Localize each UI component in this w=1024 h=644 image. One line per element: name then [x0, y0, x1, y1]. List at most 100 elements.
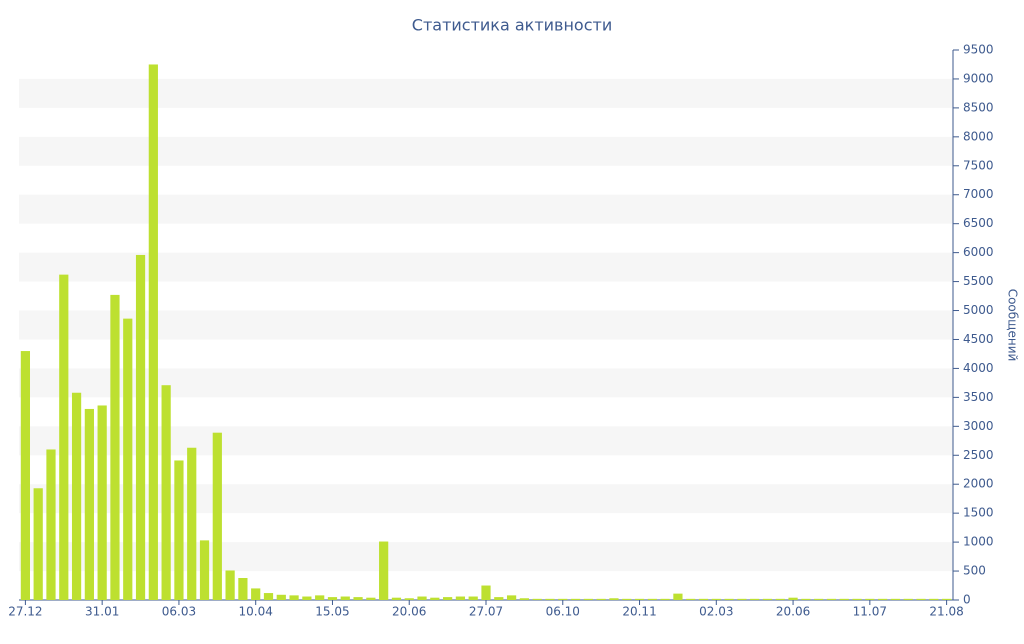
bar — [110, 294, 120, 600]
x-tick-label: 27.12 — [8, 605, 42, 619]
bar — [468, 596, 478, 600]
grid-band — [19, 136, 953, 166]
bar — [570, 598, 581, 600]
bar — [711, 598, 721, 600]
bar — [366, 597, 376, 600]
y-tick-label: 1500 — [963, 506, 994, 520]
bar — [801, 598, 811, 600]
y-tick-label: 4500 — [963, 332, 994, 346]
bar — [788, 597, 798, 600]
x-tick-label: 21.08 — [929, 605, 963, 619]
x-tick-label: 20.06 — [776, 605, 810, 619]
x-tick-label: 20.11 — [622, 605, 656, 619]
bar — [251, 588, 261, 600]
bar — [417, 596, 427, 600]
bar — [826, 598, 837, 600]
bar — [71, 392, 82, 600]
bar — [941, 598, 952, 600]
y-tick-label: 8000 — [963, 129, 994, 143]
bar — [84, 408, 94, 600]
bar — [737, 598, 747, 600]
bar — [545, 598, 555, 600]
bar — [212, 432, 222, 600]
bar — [903, 598, 913, 600]
bar — [443, 597, 453, 600]
grid-band — [19, 426, 953, 456]
bar — [673, 593, 683, 600]
y-tick-label: 5500 — [963, 274, 994, 288]
bar — [622, 598, 632, 600]
bar — [506, 595, 517, 600]
bar — [148, 64, 158, 600]
bar — [97, 405, 107, 600]
y-tick-label: 500 — [963, 564, 986, 578]
bar — [225, 570, 235, 600]
x-tick-label: 15.05 — [315, 605, 349, 619]
bar — [379, 541, 389, 600]
y-tick-label: 6000 — [963, 245, 994, 259]
bar — [878, 598, 888, 600]
bar — [481, 585, 491, 600]
x-tick-label: 11.07 — [853, 605, 887, 619]
bar — [724, 598, 734, 600]
grid-band — [19, 78, 953, 108]
x-tick-label: 06.03 — [162, 605, 196, 619]
y-axis-title: Сообщений — [1006, 289, 1020, 362]
x-tick-label: 02.03 — [699, 605, 733, 619]
y-tick-label: 5000 — [963, 303, 994, 317]
bar — [276, 594, 286, 600]
x-tick-label: 10.04 — [239, 605, 273, 619]
bar — [647, 598, 657, 600]
bar — [494, 597, 504, 600]
y-tick-label: 9500 — [963, 43, 994, 57]
bar — [161, 385, 171, 600]
bar — [327, 597, 338, 600]
chart-title: Статистика активности — [412, 16, 612, 35]
bar — [174, 460, 184, 600]
x-tick-label: 31.01 — [85, 605, 119, 619]
bar — [865, 598, 875, 600]
bar — [187, 447, 197, 600]
bar — [302, 596, 312, 600]
y-tick-label: 3000 — [963, 419, 994, 433]
bar — [596, 598, 606, 600]
bar — [583, 598, 593, 600]
bar — [814, 598, 824, 600]
grid-band — [19, 368, 953, 398]
bar — [289, 595, 299, 600]
y-tick-label: 7500 — [963, 158, 994, 172]
bar — [852, 598, 862, 600]
bar — [430, 597, 440, 600]
bar — [890, 598, 901, 600]
bar — [686, 598, 696, 600]
bar — [634, 598, 645, 600]
bar — [750, 598, 760, 600]
grid-band — [19, 542, 953, 572]
bar — [20, 351, 31, 600]
bar — [135, 254, 146, 600]
x-tick-label: 06.10 — [546, 605, 580, 619]
x-tick-label: 27.07 — [469, 605, 503, 619]
bar — [775, 598, 785, 600]
y-tick-label: 2500 — [963, 448, 994, 462]
bar — [929, 598, 939, 600]
bar — [916, 598, 926, 600]
grid-band — [19, 310, 953, 340]
grid-band — [19, 484, 953, 514]
bar — [353, 597, 363, 600]
y-tick-label: 2000 — [963, 477, 994, 491]
bar — [263, 593, 274, 600]
bar — [46, 449, 56, 600]
bar — [123, 318, 133, 600]
bar — [238, 578, 248, 600]
grid-band — [19, 194, 953, 224]
y-tick-label: 3500 — [963, 390, 994, 404]
bar — [455, 596, 466, 600]
bar — [609, 598, 619, 600]
bar — [660, 598, 670, 600]
bar — [762, 598, 773, 600]
bar — [199, 540, 210, 600]
grid-band — [19, 252, 953, 282]
y-tick-label: 4000 — [963, 361, 994, 375]
